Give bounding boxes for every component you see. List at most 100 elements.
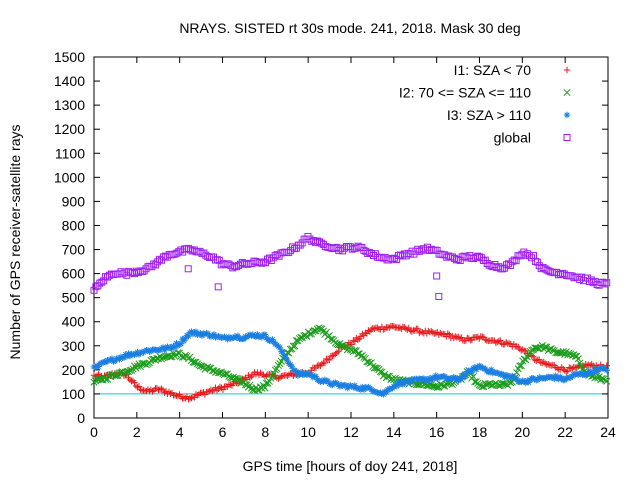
data-point — [529, 252, 537, 260]
data-point — [517, 362, 525, 370]
axis-ticks: 0 2 4 6 8 10 12 14 16 18 20 22 240100200300400500600… — [54, 49, 616, 440]
data-point — [292, 336, 300, 345]
data-point — [326, 356, 333, 364]
data-point — [543, 343, 551, 351]
data-point — [185, 396, 192, 403]
data-point — [354, 385, 362, 392]
data-point — [431, 330, 438, 337]
data-point — [316, 238, 324, 246]
data-point — [450, 334, 457, 342]
data-point — [96, 279, 104, 287]
data-point — [226, 373, 234, 382]
data-point — [180, 394, 188, 401]
data-point — [140, 267, 148, 275]
data-point — [555, 375, 562, 383]
data-point — [399, 381, 407, 388]
data-point — [492, 339, 499, 346]
data-point — [534, 376, 541, 383]
data-point — [553, 268, 561, 276]
data-point — [234, 332, 242, 340]
x-tick-label: 10 — [300, 424, 316, 440]
data-point — [533, 357, 540, 365]
x-axis-label: GPS time [hours of doy 241, 2018] — [243, 458, 458, 474]
data-point — [346, 345, 354, 353]
data-point — [117, 268, 125, 276]
data-point — [189, 358, 197, 366]
legend-marker — [563, 111, 571, 119]
data-point — [390, 323, 398, 330]
data-point — [98, 278, 106, 286]
data-point — [354, 336, 362, 344]
y-tick-label: 700 — [62, 242, 86, 258]
data-point — [574, 355, 582, 363]
data-point — [287, 247, 295, 255]
data-point — [234, 375, 242, 383]
data-point — [254, 331, 261, 338]
data-point — [372, 388, 380, 396]
data-point — [564, 367, 571, 375]
data-point — [224, 336, 231, 343]
data-point — [387, 385, 395, 393]
data-point — [258, 259, 266, 267]
data-point — [473, 366, 480, 373]
data-point — [601, 280, 609, 288]
data-point — [134, 348, 141, 356]
data-point — [351, 338, 359, 345]
data-point — [188, 328, 195, 335]
outlier-point — [214, 283, 222, 291]
data-point — [376, 368, 384, 376]
data-point — [486, 368, 493, 376]
data-point — [402, 377, 410, 384]
data-point — [171, 344, 179, 351]
data-point — [261, 331, 269, 338]
data-point — [499, 265, 507, 273]
x-tick-label: 24 — [600, 424, 616, 440]
data-point — [428, 376, 435, 384]
data-point — [333, 340, 341, 348]
data-point — [407, 379, 414, 386]
data-point — [315, 361, 323, 369]
chart-title: NRAYS. SISTED rt 30s mode. 241, 2018. Ma… — [179, 20, 520, 36]
data-point — [439, 382, 447, 390]
data-point — [204, 330, 212, 337]
data-point — [188, 394, 195, 402]
data-point — [498, 370, 505, 378]
x-tick-label: 2 — [133, 424, 141, 440]
data-point — [95, 363, 102, 370]
data-point — [599, 278, 607, 286]
data-point — [590, 369, 597, 377]
x-tick-label: 4 — [176, 424, 184, 440]
data-point — [343, 243, 351, 251]
data-point — [536, 374, 543, 381]
data-point — [342, 382, 350, 389]
data-point — [333, 349, 341, 356]
data-point — [365, 327, 372, 334]
x-tick-label: 12 — [343, 424, 359, 440]
x-tick-label: 6 — [219, 424, 227, 440]
data-point — [165, 388, 173, 396]
data-point — [191, 329, 198, 336]
data-point — [213, 387, 221, 394]
data-point — [444, 330, 452, 337]
data-point — [402, 252, 410, 260]
data-point — [371, 250, 379, 258]
legend-label: global — [494, 130, 531, 146]
data-point — [554, 364, 561, 372]
series-layer — [90, 232, 611, 403]
legend-marker — [563, 88, 571, 97]
data-point — [494, 338, 501, 346]
data-point — [393, 382, 401, 390]
data-point — [289, 342, 297, 350]
data-point — [561, 367, 568, 374]
data-point — [414, 381, 422, 389]
data-point — [227, 381, 234, 388]
data-point — [168, 345, 176, 352]
data-point — [203, 329, 210, 337]
data-point — [173, 340, 180, 347]
data-point — [603, 377, 611, 385]
data-point — [476, 362, 483, 370]
data-point — [332, 379, 339, 386]
data-point — [563, 368, 570, 375]
data-point — [185, 333, 192, 340]
